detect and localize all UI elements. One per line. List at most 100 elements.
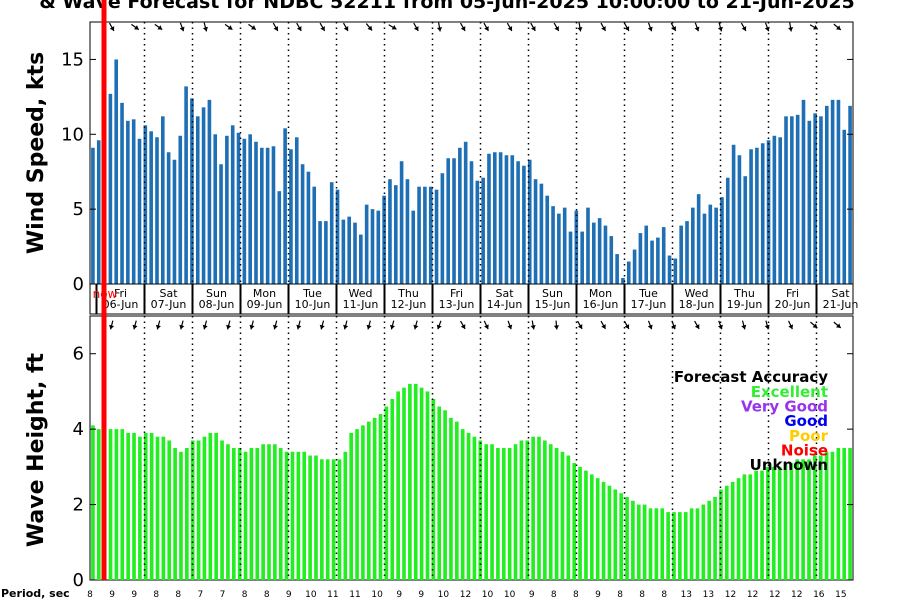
- wave-bar: [543, 440, 547, 580]
- period-value: 7: [220, 590, 226, 600]
- day-of-week-label: Tue: [302, 287, 322, 300]
- period-value: 11: [349, 590, 360, 600]
- wave-bar: [472, 436, 477, 580]
- wind-bar: [143, 125, 148, 284]
- period-value: 13: [703, 590, 714, 600]
- wind-bar: [114, 59, 119, 285]
- period-value: 9: [131, 590, 137, 600]
- wave-bar: [607, 485, 612, 580]
- wind-bar: [149, 131, 153, 284]
- period-value: 9: [286, 590, 292, 600]
- wave-direction-arrow: [366, 320, 372, 330]
- wind-direction-arrow: [179, 22, 185, 32]
- wave-bar: [766, 466, 770, 580]
- wind-bar: [475, 180, 480, 284]
- wind-y-ticks: 0 5 10 15: [61, 49, 853, 295]
- wind-direction-arrow: [670, 22, 677, 32]
- wave-bar: [636, 504, 641, 580]
- wind-bar: [510, 155, 515, 284]
- period-value: 13: [681, 590, 692, 600]
- wind-bar: [760, 143, 765, 284]
- wave-bar: [795, 459, 800, 580]
- wind-direction-arrow: [342, 22, 349, 32]
- wave-bar: [96, 429, 101, 580]
- wave-bar: [226, 444, 230, 580]
- wave-bar: [842, 448, 847, 580]
- wind-y-tick-label: 5: [73, 199, 84, 220]
- wave-bar: [396, 391, 400, 580]
- wind-bar: [609, 236, 614, 284]
- wave-bar: [202, 436, 207, 580]
- wind-bar: [312, 186, 317, 284]
- wind-bar: [650, 240, 654, 284]
- wave-direction-arrow: [764, 320, 770, 330]
- wave-bar: [783, 463, 788, 580]
- wind-bar: [248, 134, 252, 284]
- wind-bar: [481, 177, 485, 284]
- wave-y-tick-label: 2: [73, 495, 84, 516]
- wind-y-tick-label: 15: [61, 49, 84, 70]
- period-value: 15: [835, 590, 846, 600]
- wind-bar: [778, 137, 782, 284]
- wave-bar: [572, 463, 577, 580]
- wind-bar: [824, 105, 829, 284]
- wave-bar: [390, 398, 395, 580]
- wave-bar: [349, 432, 353, 580]
- wave-bar: [724, 485, 729, 580]
- wind-direction-arrow: [483, 22, 489, 32]
- wind-y-tick-label: 0: [73, 274, 84, 295]
- period-axis-label: Period, sec: [1, 587, 70, 600]
- wave-bar: [108, 429, 113, 580]
- wind-direction-arrow: [388, 24, 397, 30]
- wind-bar: [300, 164, 305, 284]
- wind-bar: [638, 233, 643, 284]
- wind-bar: [813, 113, 817, 284]
- wind-bar: [108, 93, 113, 284]
- date-label: 06-Jun: [103, 298, 139, 311]
- wave-bar: [625, 497, 629, 580]
- wave-bar: [167, 440, 172, 580]
- date-label: 10-Jun: [295, 298, 331, 311]
- wave-bar: [595, 478, 600, 580]
- wind-bar: [498, 152, 503, 284]
- wave-bar: [548, 444, 553, 580]
- wind-bar: [458, 147, 462, 284]
- date-label: 16-Jun: [583, 298, 619, 311]
- wave-bar: [748, 474, 753, 580]
- legend-item: Very Good: [741, 398, 828, 416]
- wind-direction-arrow: [833, 23, 842, 31]
- date-strip-frame: [89, 283, 854, 315]
- wave-bar: [296, 451, 301, 580]
- wind-bar: [714, 207, 718, 284]
- wind-bar: [155, 137, 159, 284]
- wave-bar: [801, 459, 805, 580]
- wave-bar: [308, 455, 312, 580]
- wind-direction-arrow: [647, 22, 653, 32]
- date-label: 19-Jun: [727, 298, 763, 311]
- legend-title: Forecast Accuracy: [674, 368, 828, 386]
- wave-y-axis-label: Wave Height, ft: [24, 352, 49, 547]
- wind-y-axis-label: Wind Speed, kts: [24, 52, 49, 254]
- wave-bar: [707, 500, 712, 580]
- wind-bar: [731, 144, 736, 284]
- wind-direction-arrow: [530, 22, 536, 32]
- day-of-week-label: Mon: [253, 287, 276, 300]
- wave-bar: [525, 440, 530, 580]
- wind-bar: [696, 194, 701, 284]
- wave-bar: [413, 383, 418, 580]
- wind-bar: [562, 207, 567, 284]
- wave-bar: [173, 448, 177, 580]
- wave-bar: [777, 466, 782, 580]
- wind-bar: [271, 146, 276, 284]
- wave-bar: [590, 474, 594, 580]
- wave-bar: [824, 451, 829, 580]
- wave-bar: [273, 444, 277, 580]
- period-value: 12: [747, 590, 758, 600]
- wave-direction-arrow: [741, 320, 747, 330]
- wave-direction-arrow: [507, 320, 513, 330]
- wave-height-panel: 0 2 4 6 Wave Height, ft Forecast Accuracy E…: [24, 315, 854, 591]
- wave-direction-arrow: [436, 320, 442, 330]
- wind-bar: [720, 197, 724, 284]
- period-value: 8: [551, 590, 557, 600]
- date-label: 14-Jun: [487, 298, 523, 311]
